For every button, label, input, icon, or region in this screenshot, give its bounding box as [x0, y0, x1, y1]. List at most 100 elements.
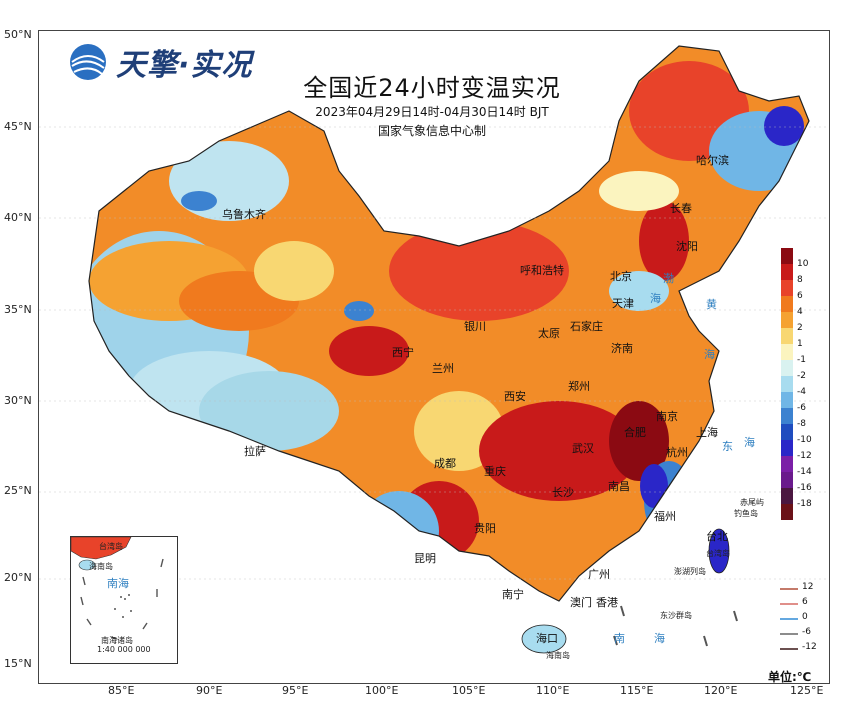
lat-tick: 35°N [4, 303, 32, 316]
city-label: 重庆 [484, 465, 506, 478]
inset-island-label: 海南岛 [89, 562, 113, 571]
city-label: 南京 [656, 410, 678, 423]
city-label: 济南 [611, 342, 633, 355]
inset-sea-label: 南海 [107, 577, 129, 590]
colorbar-swatch [781, 440, 793, 456]
colorbar-swatch [781, 328, 793, 344]
colorbar-swatch [781, 504, 793, 520]
city-label: 长沙 [552, 486, 574, 499]
sea-label: 海 [654, 632, 665, 645]
sea-label: 渤 [663, 272, 674, 285]
brand-logo: 天擎·实况 [68, 40, 252, 84]
colorbar-swatch [781, 408, 793, 424]
city-label: 广州 [588, 568, 610, 581]
city-label: 沈阳 [676, 240, 698, 253]
colorbar-label: -4 [797, 387, 806, 397]
lat-tick: 45°N [4, 120, 32, 133]
city-label: 兰州 [432, 362, 454, 375]
city-label: 贵阳 [474, 522, 496, 535]
lon-tick: 90°E [196, 684, 223, 697]
colorbar-label: -1 [797, 355, 806, 365]
city-label: 上海 [696, 426, 718, 439]
colorbar-swatch [781, 424, 793, 440]
city-label: 呼和浩特 [520, 264, 564, 277]
lat-tick: 25°N [4, 484, 32, 497]
lon-tick: 85°E [108, 684, 135, 697]
colorbar-label: 4 [797, 307, 803, 317]
legend-text: 0 [802, 612, 808, 622]
colorbar-label: 2 [797, 323, 803, 333]
city-label: 太原 [538, 327, 560, 340]
inset-island-label: 台湾岛 [99, 542, 123, 551]
legend-text: 12 [802, 582, 814, 592]
city-label: 台北 [706, 530, 728, 543]
lon-tick: 105°E [452, 684, 486, 697]
city-label: 福州 [654, 510, 676, 523]
south-china-sea-inset: 台湾岛 海南岛 南海 南海诸岛 1:40 000 000 [70, 536, 178, 664]
colorbar-swatch [781, 392, 793, 408]
map-subtitle: 2023年04月29日14时-04月30日14时 BJT [315, 105, 549, 119]
city-label: 乌鲁木齐 [222, 208, 266, 221]
colorbar-swatch [781, 344, 793, 360]
city-label: 石家庄 [570, 320, 603, 333]
sea-label: 海 [744, 436, 755, 449]
lon-tick: 125°E [790, 684, 824, 697]
lat-tick: 15°N [4, 657, 32, 670]
city-label: 长春 [670, 202, 692, 215]
lon-tick: 110°E [536, 684, 570, 697]
colorbar-swatch [781, 280, 793, 296]
city-label: 天津 [612, 297, 634, 310]
legend-text: 6 [802, 597, 808, 607]
colorbar-swatch [781, 248, 793, 264]
colorbar-label: -10 [797, 435, 812, 445]
globe-icon [70, 44, 106, 80]
island-label: 东沙群岛 [660, 611, 692, 620]
colorbar-label: 8 [797, 275, 803, 285]
colorbar-label: -18 [797, 499, 812, 509]
lon-tick: 120°E [704, 684, 738, 697]
colorbar-swatch [781, 296, 793, 312]
city-label: 南宁 [502, 588, 524, 601]
city-label: 南昌 [608, 480, 630, 493]
lon-tick: 100°E [365, 684, 399, 697]
city-label: 成都 [434, 457, 456, 470]
island-label: 澎湖列岛 [674, 567, 706, 576]
inset-nh-label: 南海诸岛 [101, 636, 133, 645]
city-label: 合肥 [624, 426, 646, 439]
lon-tick: 115°E [620, 684, 654, 697]
colorbar-label: -12 [797, 451, 812, 461]
colorbar-label: 6 [797, 291, 803, 301]
colorbar-swatch [781, 312, 793, 328]
sea-label: 海 [650, 292, 661, 305]
inset-scale: 1:40 000 000 [97, 645, 151, 654]
legend-line [780, 648, 798, 650]
lat-tick: 20°N [4, 571, 32, 584]
logo-text: 天擎·实况 [116, 48, 253, 83]
legend-line [780, 618, 798, 620]
colorbar-label: -8 [797, 419, 806, 429]
island-label: 台湾岛 [706, 549, 730, 558]
legend-line [780, 588, 798, 590]
lat-tick: 50°N [4, 28, 32, 41]
city-label: 昆明 [414, 552, 436, 565]
colorbar-swatch [781, 360, 793, 376]
island-label: 赤尾屿 [740, 498, 764, 507]
colorbar-swatch [781, 472, 793, 488]
legend-text: -6 [802, 627, 811, 637]
colorbar-label: 10 [797, 259, 809, 269]
city-label: 哈尔滨 [696, 154, 729, 167]
city-label: 香港 [596, 596, 618, 609]
city-label: 西宁 [392, 346, 414, 359]
city-label: 北京 [610, 270, 632, 283]
colorbar-swatch [781, 376, 793, 392]
colorbar-label: 1 [797, 339, 803, 349]
sea-label: 南 [614, 632, 625, 645]
legend-line [780, 603, 798, 605]
colorbar-swatch [781, 456, 793, 472]
city-label: 银川 [464, 320, 486, 333]
sea-label: 黄 [706, 298, 717, 311]
colorbar-label: -2 [797, 371, 806, 381]
lat-tick: 30°N [4, 394, 32, 407]
colorbar-label: -16 [797, 483, 812, 493]
lat-tick: 40°N [4, 211, 32, 224]
